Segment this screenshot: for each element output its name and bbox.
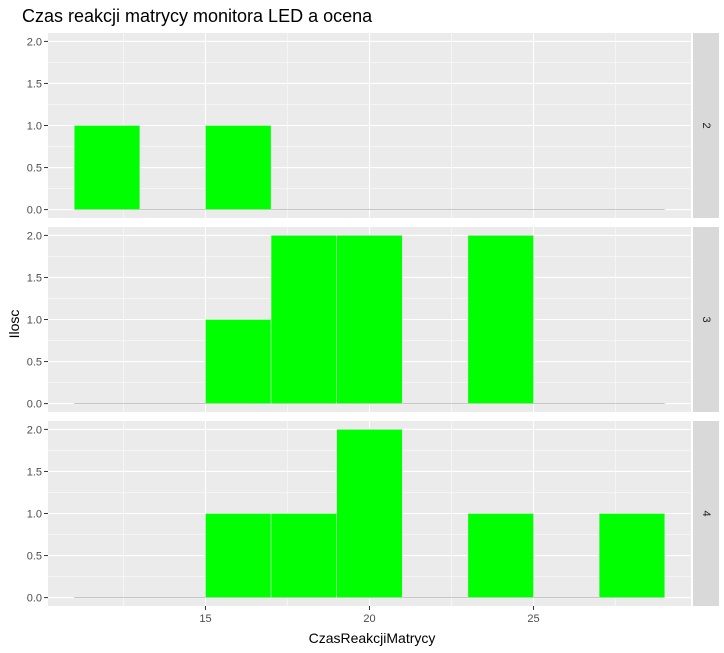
y-tick-label: 1.0 bbox=[27, 509, 42, 521]
facet-strip bbox=[693, 227, 719, 412]
facet-strip-label: 4 bbox=[700, 510, 712, 516]
y-tick-label: 0.0 bbox=[27, 593, 42, 605]
histogram-bar bbox=[205, 513, 272, 598]
histogram-bar bbox=[205, 319, 272, 404]
facet-strip bbox=[693, 421, 719, 606]
y-tick-label: 0.5 bbox=[27, 163, 42, 175]
histogram-bar bbox=[336, 235, 403, 404]
y-axis-title: Ilosc bbox=[6, 310, 22, 339]
histogram-bar bbox=[598, 513, 666, 598]
x-axis-title: CzasReakcjiMatrycy bbox=[309, 630, 436, 646]
y-tick-label: 0.0 bbox=[27, 399, 42, 411]
histogram-bar bbox=[336, 429, 403, 598]
y-tick-label: 0.5 bbox=[27, 357, 42, 369]
facet-panels: 0.0 0.5 1.0 1.5 2.0 2 0.0 0.5 1.0 1.5 2.0 3 0.0 0.5 1.… bbox=[27, 33, 719, 625]
histogram-bar bbox=[467, 235, 534, 404]
y-tick-label: 1.0 bbox=[27, 121, 42, 133]
y-tick-label: 1.5 bbox=[27, 466, 42, 478]
y-tick-label: 2.0 bbox=[27, 424, 42, 436]
facet-strip bbox=[693, 33, 719, 218]
histogram-bar bbox=[205, 125, 272, 210]
facet-strip-label: 3 bbox=[700, 316, 712, 322]
facet-strip-label: 2 bbox=[700, 122, 712, 128]
histogram-bar bbox=[467, 513, 534, 598]
chart-title: Czas reakcji matrycy monitora LED a ocen… bbox=[22, 6, 373, 26]
y-tick-label: 0.0 bbox=[27, 205, 42, 217]
x-tick-label: 20 bbox=[363, 613, 375, 625]
y-tick-label: 0.5 bbox=[27, 551, 42, 563]
histogram-bar bbox=[270, 235, 337, 404]
x-tick-label: 25 bbox=[527, 613, 539, 625]
y-tick-label: 2.0 bbox=[27, 36, 42, 48]
histogram-bar bbox=[73, 125, 141, 210]
y-tick-label: 1.5 bbox=[27, 272, 42, 284]
y-tick-label: 2.0 bbox=[27, 230, 42, 242]
y-tick-label: 1.5 bbox=[27, 78, 42, 90]
x-tick-label: 15 bbox=[199, 613, 211, 625]
histogram-bar bbox=[270, 513, 337, 598]
y-tick-label: 1.0 bbox=[27, 315, 42, 327]
